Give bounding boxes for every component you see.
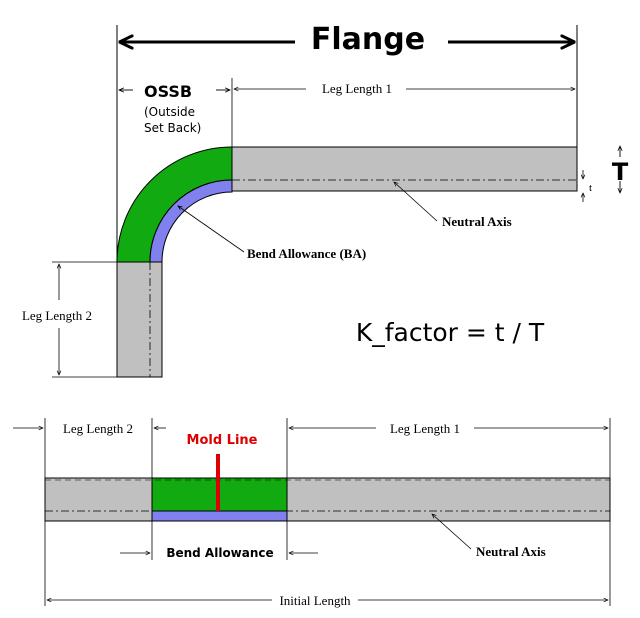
thickness-T-label: T <box>612 158 629 186</box>
flat-pattern: Mold Line <box>44 418 611 606</box>
leg-length-2-vertical-dimension: Leg Length 2 <box>22 261 117 378</box>
neutral-axis-bottom-callout: Neutral Axis <box>432 514 546 559</box>
neutral-axis-bottom-label: Neutral Axis <box>476 544 546 559</box>
flat-right-leg <box>286 477 611 522</box>
bend-allowance-ba-label: Bend Allowance (BA) <box>247 246 366 261</box>
flat-left-leg <box>44 477 153 522</box>
leg-length-1-bottom-label: Leg Length 1 <box>390 421 460 436</box>
leg-length-1-top-dimension: Leg Length 1 <box>234 81 575 96</box>
bend-allowance-bottom-dimension: Bend Allowance <box>120 546 318 560</box>
k-factor-formula: K_factor = t / T <box>356 318 545 347</box>
bend-allowance-bottom-label: Bend Allowance <box>166 546 273 560</box>
neutral-axis-top-label: Neutral Axis <box>442 214 512 229</box>
flange-label: Flange <box>311 22 425 57</box>
ossb-description-line1: (Outside <box>144 105 195 119</box>
thickness-t-label: t <box>589 182 592 194</box>
mold-line-label: Mold Line <box>187 433 258 448</box>
leg-length-1-top-label: Leg Length 1 <box>322 81 392 96</box>
vertical-leg <box>116 261 163 378</box>
initial-length-dimension: Initial Length <box>47 593 608 608</box>
initial-length-label: Initial Length <box>279 593 351 608</box>
leg-length-2-vertical-label: Leg Length 2 <box>22 308 92 323</box>
neutral-axis-top-callout: Neutral Axis <box>394 182 512 229</box>
ossb-dimension: OSSB (Outside Set Back) <box>119 78 233 148</box>
leg-length-1-bottom-dimension: Leg Length 1 <box>289 421 608 436</box>
flat-bend-blue <box>151 510 288 522</box>
horizontal-leg <box>231 146 578 192</box>
thickness-dimensions: T t <box>583 146 629 202</box>
ossb-label: OSSB <box>144 82 192 101</box>
leg-length-2-bottom-dimension: Leg Length 2 <box>13 421 166 436</box>
bend-allowance-ba-callout: Bend Allowance (BA) <box>178 206 366 261</box>
ossb-description-line2: Set Back) <box>144 121 201 135</box>
leg-length-2-bottom-label: Leg Length 2 <box>63 421 133 436</box>
flange-dimension: Flange <box>116 22 578 262</box>
bent-part <box>116 146 578 378</box>
